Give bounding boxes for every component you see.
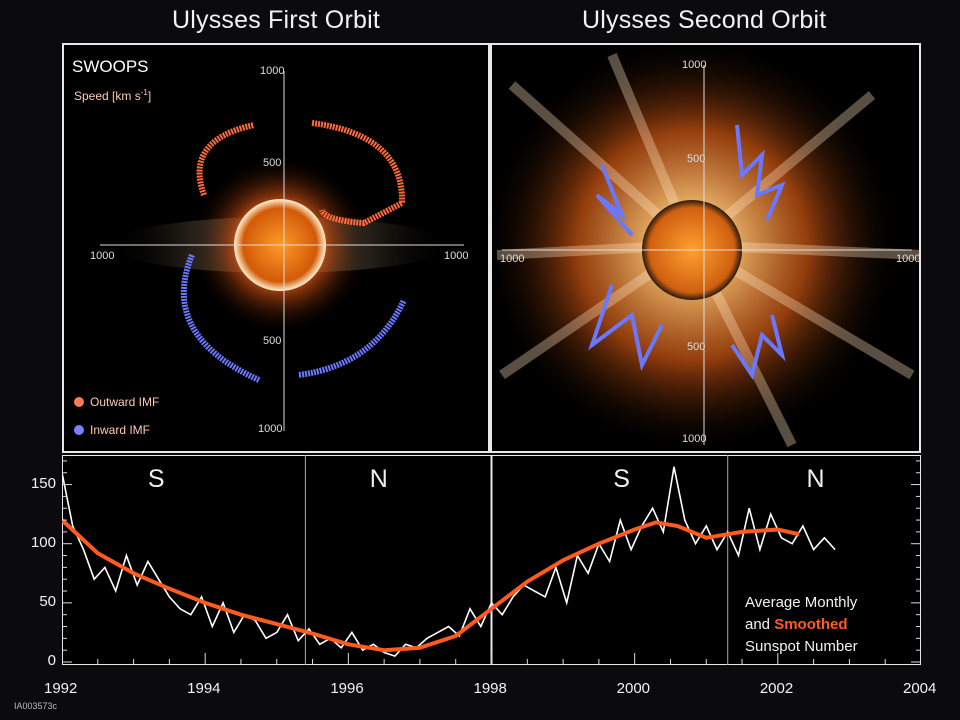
annotation-line-1: Average Monthly xyxy=(745,594,858,611)
inward-swatch xyxy=(74,425,84,435)
first-orbit-polar-panel: SWOOPS Speed [km s-1] 1000 500 500 1000 … xyxy=(62,43,490,453)
x-tick-label: 2000 xyxy=(616,680,651,697)
polar-tick: 1000 xyxy=(682,433,707,445)
polar-tick: 1000 xyxy=(260,65,285,77)
polar-tick: 500 xyxy=(687,341,706,353)
legend-outward: Outward IMF xyxy=(74,395,159,409)
x-tick-label: 2004 xyxy=(903,680,937,697)
x-tick-label: 2002 xyxy=(759,680,794,697)
polar-tick: 1000 xyxy=(90,250,115,262)
x-tick-label: 1998 xyxy=(473,680,507,697)
polar-tick: 1000 xyxy=(896,253,921,265)
outward-speed-trace xyxy=(196,120,406,227)
annotation-smoothed: Smoothed xyxy=(774,616,848,633)
second-orbit-title: Ulysses Second Orbit xyxy=(582,6,827,34)
inward-speed-trace xyxy=(180,253,407,383)
polar-tick: 1000 xyxy=(682,59,707,71)
polar-tick: 500 xyxy=(687,153,706,165)
polar-tick: 1000 xyxy=(258,423,283,435)
y-tick-marks xyxy=(62,460,921,663)
sunspot-chart xyxy=(62,455,921,665)
first-orbit-polar-plot xyxy=(100,71,464,431)
annotation-line-3: Sunspot Number xyxy=(745,638,858,655)
polar-tick: 1000 xyxy=(444,250,469,262)
second-orbit-polar-panel: 1000 500 500 1000 1000 1000 xyxy=(490,43,921,453)
hemisphere-label: S xyxy=(147,465,165,493)
y-tick-label: 150 xyxy=(30,474,56,492)
second-orbit-polar-plot xyxy=(492,45,919,451)
inward-speed-trace-south xyxy=(588,284,786,380)
instrument-label: SWOOPS xyxy=(72,57,149,76)
polar-tick: 500 xyxy=(263,157,282,169)
hemisphere-label: N xyxy=(806,465,825,493)
chart-annotation: Average Monthly and Smoothed Sunspot Num… xyxy=(745,592,858,658)
x-tick-label: 1996 xyxy=(330,680,364,697)
hemisphere-label: N xyxy=(369,465,388,493)
monthly-sunspot-series xyxy=(62,466,836,658)
hemisphere-label: S xyxy=(613,465,630,493)
inward-speed-trace xyxy=(595,124,786,237)
smoothed-sunspot-series xyxy=(62,518,800,653)
y-tick-label: 100 xyxy=(30,533,56,551)
y-tick-label: 50 xyxy=(39,592,56,610)
x-tick-label: 1992 xyxy=(44,680,78,697)
x-tick-label: 1994 xyxy=(187,680,221,697)
annotation-line-2: and Smoothed xyxy=(745,616,848,633)
image-id-label: IA003573c xyxy=(14,701,58,711)
legend-inward: Inward IMF xyxy=(74,423,150,437)
speed-axis-label: Speed [km s-1] xyxy=(74,88,152,103)
outward-swatch xyxy=(74,397,84,407)
y-tick-label: 0 xyxy=(47,652,56,669)
x-tick-marks xyxy=(62,653,921,665)
polar-tick: 500 xyxy=(263,335,282,347)
first-orbit-title: Ulysses First Orbit xyxy=(172,6,380,34)
polar-tick: 1000 xyxy=(500,253,525,265)
